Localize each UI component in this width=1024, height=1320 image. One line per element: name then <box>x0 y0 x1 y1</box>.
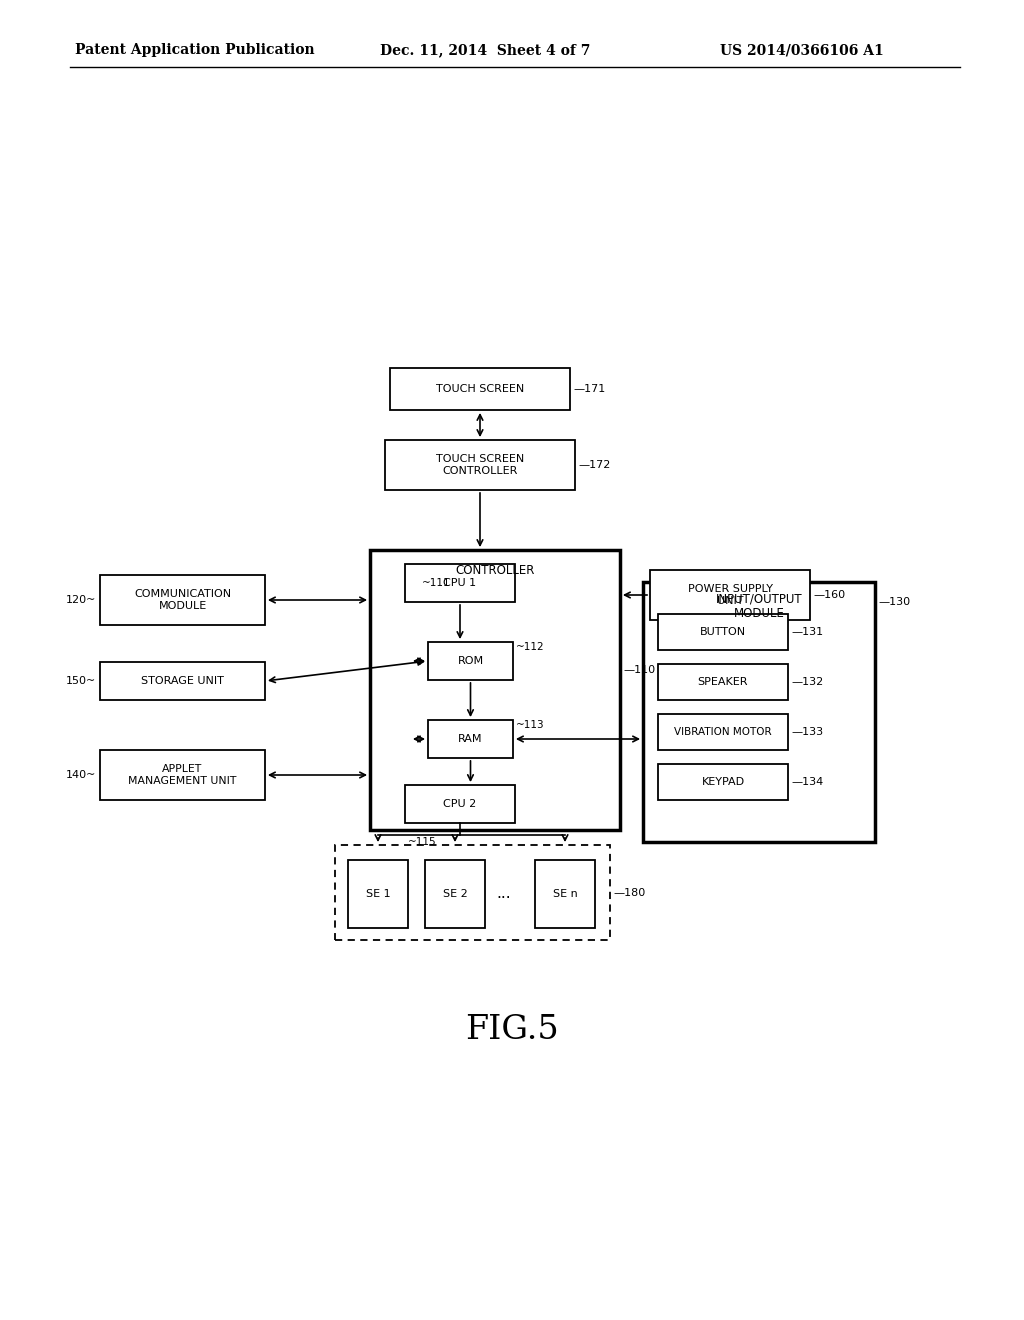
Text: BUTTON: BUTTON <box>700 627 746 638</box>
Text: ~115: ~115 <box>408 837 436 847</box>
Bar <box>643 582 874 842</box>
Text: 150~: 150~ <box>66 676 96 686</box>
Text: —172: —172 <box>578 459 610 470</box>
Text: INPUT/OUTPUT
MODULE: INPUT/OUTPUT MODULE <box>716 591 803 620</box>
Bar <box>348 861 408 928</box>
Text: CPU 2: CPU 2 <box>443 799 476 809</box>
Bar <box>335 845 610 940</box>
Text: TOUCH SCREEN: TOUCH SCREEN <box>436 384 524 393</box>
Text: COMMUNICATION
MODULE: COMMUNICATION MODULE <box>134 589 231 611</box>
Text: —180: —180 <box>613 887 645 898</box>
Bar <box>658 614 788 649</box>
Bar <box>428 642 513 680</box>
Text: SE n: SE n <box>553 888 578 899</box>
Text: —171: —171 <box>573 384 605 393</box>
Bar <box>100 663 265 700</box>
Bar <box>100 576 265 624</box>
Bar <box>406 785 515 822</box>
Text: VIBRATION MOTOR: VIBRATION MOTOR <box>674 727 772 737</box>
Text: TOUCH SCREEN
CONTROLLER: TOUCH SCREEN CONTROLLER <box>436 454 524 475</box>
Bar <box>406 564 515 602</box>
Text: —160: —160 <box>813 590 845 601</box>
Text: —130: —130 <box>878 597 910 607</box>
Text: APPLET
MANAGEMENT UNIT: APPLET MANAGEMENT UNIT <box>128 764 237 785</box>
Text: CONTROLLER: CONTROLLER <box>456 564 535 577</box>
Text: SE 1: SE 1 <box>366 888 390 899</box>
Text: Dec. 11, 2014  Sheet 4 of 7: Dec. 11, 2014 Sheet 4 of 7 <box>380 44 591 57</box>
Text: ...: ... <box>497 887 511 902</box>
Text: —134: —134 <box>791 777 823 787</box>
Bar <box>428 719 513 758</box>
Text: 140~: 140~ <box>66 770 96 780</box>
Bar <box>658 764 788 800</box>
Text: CPU 1: CPU 1 <box>443 578 476 587</box>
Bar <box>425 861 485 928</box>
Bar <box>100 750 265 800</box>
Text: SE 2: SE 2 <box>442 888 467 899</box>
Bar <box>390 368 570 411</box>
Text: ~112: ~112 <box>516 642 545 652</box>
Text: POWER SUPPLY
UNIT: POWER SUPPLY UNIT <box>687 585 772 606</box>
Text: ~113: ~113 <box>516 719 545 730</box>
Bar <box>658 714 788 750</box>
Text: RAM: RAM <box>459 734 482 744</box>
Text: —131: —131 <box>791 627 823 638</box>
Text: SPEAKER: SPEAKER <box>697 677 749 686</box>
Text: —110: —110 <box>623 665 655 675</box>
Bar <box>370 550 620 830</box>
Bar <box>658 664 788 700</box>
Text: —133: —133 <box>791 727 823 737</box>
Text: ~111: ~111 <box>422 578 451 587</box>
Bar <box>385 440 575 490</box>
Bar <box>535 861 595 928</box>
Text: US 2014/0366106 A1: US 2014/0366106 A1 <box>720 44 884 57</box>
Text: 120~: 120~ <box>66 595 96 605</box>
Text: FIG.5: FIG.5 <box>465 1014 559 1045</box>
Text: STORAGE UNIT: STORAGE UNIT <box>141 676 224 686</box>
Text: ROM: ROM <box>458 656 483 667</box>
Text: —132: —132 <box>791 677 823 686</box>
Text: KEYPAD: KEYPAD <box>701 777 744 787</box>
Bar <box>650 570 810 620</box>
Text: Patent Application Publication: Patent Application Publication <box>75 44 314 57</box>
